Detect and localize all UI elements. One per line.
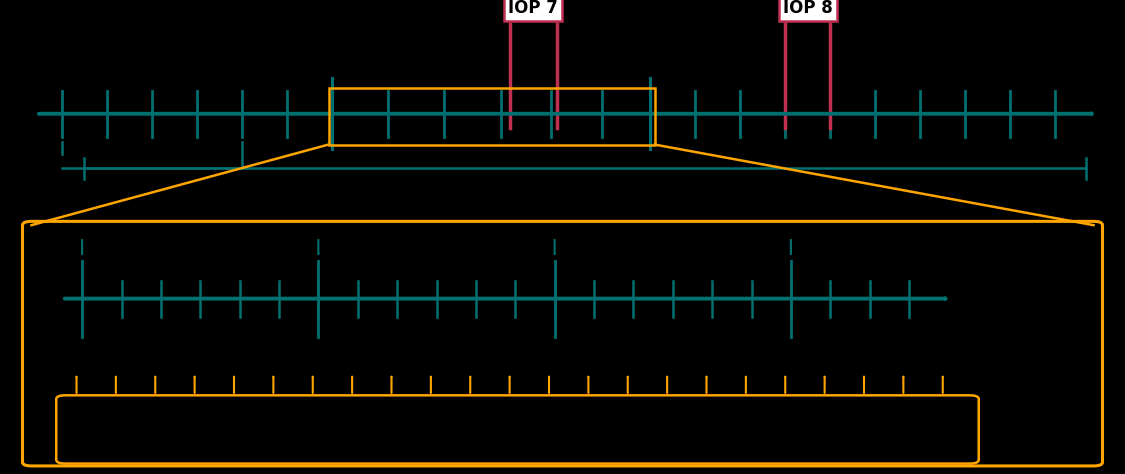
Text: IOP 7: IOP 7 [508, 0, 558, 17]
Bar [328, 88, 655, 145]
Text: IOP 8: IOP 8 [783, 0, 832, 17]
